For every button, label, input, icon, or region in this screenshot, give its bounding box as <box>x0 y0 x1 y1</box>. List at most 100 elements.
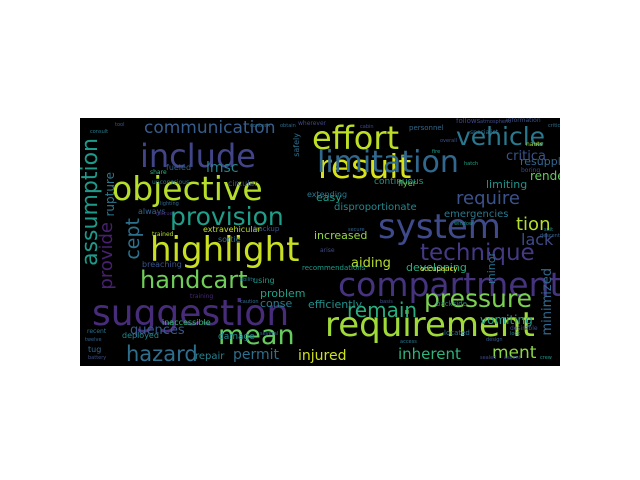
word-inaccessible: inaccessible <box>162 318 211 327</box>
word-several: several <box>260 331 279 337</box>
word-located: located <box>444 329 470 337</box>
word-desirable: desirable <box>510 325 538 332</box>
word-wherever: wherever <box>298 120 327 127</box>
word-remain: remain <box>347 298 418 322</box>
word-information: information <box>506 118 541 124</box>
word-developing: developing <box>406 261 467 274</box>
word-backup: backup <box>254 225 280 233</box>
word-occupancy: occupancy <box>420 265 458 273</box>
word-descent: descent <box>540 233 560 239</box>
word-consult: consult <box>90 129 109 135</box>
word-disproportionate: disproportionate <box>334 202 417 213</box>
word-safely: safely <box>292 133 301 157</box>
word-obtain: obtain <box>280 123 296 129</box>
word-repair: repair <box>195 351 225 362</box>
word-ability: ability <box>240 277 256 283</box>
word-technique: technique <box>420 240 535 266</box>
word-communication: communication <box>144 118 276 138</box>
word-ment: ment <box>492 343 537 363</box>
word-recent: recent <box>87 328 107 335</box>
word-caution: caution <box>240 299 259 305</box>
word-extravehicular: extravehicular <box>203 225 261 234</box>
word-unconscious: unconscious <box>152 179 190 186</box>
word-flyer: flyer <box>398 179 416 188</box>
word-follows: follows <box>456 118 481 125</box>
word-recommendations: recommendations <box>302 264 366 272</box>
word-resupply: resupply <box>520 155 560 168</box>
word-highlight: highlight <box>150 230 300 270</box>
word-minor: minor <box>485 252 498 284</box>
word-battery: battery <box>88 355 107 361</box>
word-always: always <box>138 207 166 216</box>
word-window: window <box>454 221 473 227</box>
word-suggestion: suggestion <box>92 293 290 334</box>
word-quences: quences <box>130 323 185 338</box>
word-damage: damage <box>218 332 255 342</box>
word-effort: effort <box>312 119 400 157</box>
word-lack: lack <box>521 230 554 249</box>
word-provision: provision <box>170 202 284 231</box>
word-share: share <box>150 169 167 176</box>
word-requirement: requirement <box>325 305 535 345</box>
word-tion: tion <box>516 214 551 235</box>
word-tool: tool <box>115 122 125 128</box>
word-crew: crew <box>540 355 552 361</box>
word-cept: cept <box>122 218 144 260</box>
word-conse: conse <box>260 297 293 310</box>
word-rescue: rescue <box>156 211 173 217</box>
word-result: result <box>318 147 412 186</box>
word-design: design <box>486 337 503 343</box>
word-include: include <box>140 137 256 175</box>
word-cloud: compartment requirement highlight system obj… <box>80 118 560 366</box>
word-limiting: limiting <box>486 178 528 191</box>
word-overall: overall <box>440 138 457 144</box>
word-minimized: minimized <box>540 268 555 336</box>
word-training: training <box>190 293 214 300</box>
word-lighting: lighting <box>160 201 179 207</box>
word-emergencies: emergencies <box>444 209 509 220</box>
word-permit: permit <box>233 347 280 363</box>
word-secure: secure <box>348 227 365 233</box>
word-render: render <box>530 169 560 183</box>
word-critica: critica <box>506 149 546 164</box>
word-ascent: ascent <box>504 355 521 361</box>
word-basis: basis <box>380 299 393 305</box>
word-provide: provide <box>96 222 117 290</box>
word-mean: mean <box>218 320 295 351</box>
word-nauts: nauts <box>526 141 543 148</box>
word-boring: boring <box>521 167 541 174</box>
word-extending: extending <box>307 190 348 199</box>
word-aiding: aiding <box>351 256 391 271</box>
word-breaching: breaching <box>142 260 182 269</box>
word-tug: tug <box>88 345 102 354</box>
word-problem: problem <box>260 287 306 300</box>
word-circular: circular <box>228 179 258 188</box>
word-sealed: sealed <box>480 355 497 361</box>
word-compartment: compartment <box>338 265 560 304</box>
word-system: system <box>378 207 501 247</box>
word-hazard: hazard <box>126 342 198 366</box>
word-require: require <box>456 188 520 209</box>
word-specialist: specialist <box>470 129 499 136</box>
word-arise: arise <box>320 247 335 254</box>
word-atmospheric: atmospheric <box>480 119 512 125</box>
word-lmsc: lmsc <box>206 160 239 176</box>
word-continuous: continuous <box>374 177 424 187</box>
word-cabin: cabin <box>360 124 374 130</box>
word-access: access <box>400 339 417 345</box>
word-rupture: rupture <box>103 172 117 217</box>
word-concern: concern <box>250 123 270 129</box>
word-twelve: twelve <box>85 337 102 343</box>
word-injured: injured <box>298 348 347 364</box>
word-vehicle: vehicle <box>456 122 546 151</box>
word-personnel: personnel <box>409 124 444 132</box>
word-efficiently: efficiently <box>308 298 363 311</box>
word-deployed: deployed <box>122 331 159 340</box>
word-hatch: hatch <box>464 161 479 167</box>
word-backside: backside <box>436 300 467 308</box>
word-fueled: fueled <box>166 163 192 172</box>
word-handcart: handcart <box>140 266 248 294</box>
word-lock: lock <box>510 331 521 337</box>
word-easy: easy <box>316 191 342 204</box>
